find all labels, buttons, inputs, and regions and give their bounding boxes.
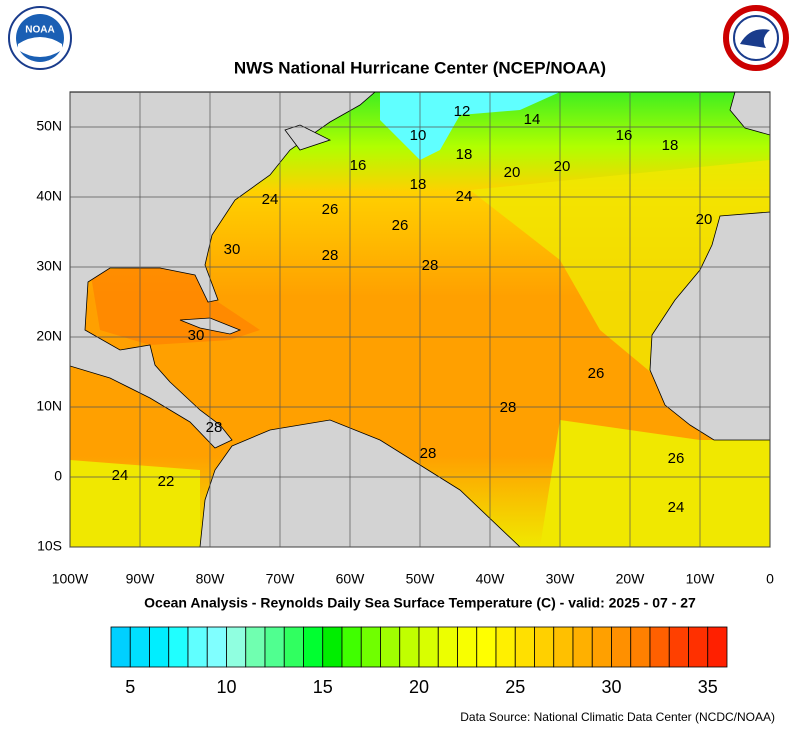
colorbar-box bbox=[264, 626, 285, 668]
logo-text: NOAA bbox=[25, 25, 54, 36]
colorbar-box bbox=[688, 626, 709, 668]
lat-tick-label: 0 bbox=[54, 468, 62, 484]
colorbar-box bbox=[399, 626, 420, 668]
colorbar-box bbox=[418, 626, 439, 668]
colorbar-box bbox=[283, 626, 304, 668]
colorbar-box bbox=[630, 626, 651, 668]
colorbar-box bbox=[129, 626, 150, 668]
colorbar-box bbox=[360, 626, 381, 668]
contour-label: 24 bbox=[456, 188, 473, 205]
lon-tick-label: 100W bbox=[52, 571, 89, 587]
contour-label: 20 bbox=[696, 211, 713, 228]
subtitle: Ocean Analysis - Reynolds Daily Sea Surf… bbox=[144, 595, 696, 611]
colorbar-box bbox=[495, 626, 516, 668]
contour-label: 24 bbox=[668, 499, 685, 516]
warm-water bbox=[70, 460, 200, 547]
contour-label: 16 bbox=[616, 127, 633, 144]
colorbar-tick-label: 25 bbox=[505, 677, 525, 697]
colorbar-box bbox=[226, 626, 247, 668]
lon-tick-label: 60W bbox=[336, 571, 366, 587]
contour-label: 28 bbox=[420, 445, 437, 462]
contour-label: 24 bbox=[112, 467, 129, 484]
lon-tick-label: 10W bbox=[686, 571, 716, 587]
contour-label: 20 bbox=[554, 158, 571, 175]
cold-water bbox=[380, 92, 560, 160]
contour-label: 26 bbox=[588, 365, 605, 382]
colorbar-box bbox=[707, 626, 728, 668]
colorbar-box bbox=[110, 626, 131, 668]
contour-label: 30 bbox=[224, 241, 241, 258]
contour-label: 28 bbox=[322, 247, 339, 264]
colorbar-box bbox=[245, 626, 266, 668]
warm-water bbox=[540, 420, 770, 547]
contour-label: 14 bbox=[524, 111, 541, 128]
source-note: Data Source: National Climatic Data Cent… bbox=[460, 710, 775, 724]
nws-logo bbox=[723, 5, 789, 71]
contour-label: 20 bbox=[504, 164, 521, 181]
colorbar-box bbox=[206, 626, 227, 668]
contour-label: 12 bbox=[454, 103, 471, 120]
colorbar-box bbox=[476, 626, 497, 668]
colorbar-tick-label: 30 bbox=[601, 677, 621, 697]
colorbar-tick-label: 35 bbox=[698, 677, 718, 697]
lon-tick-label: 50W bbox=[406, 571, 436, 587]
colorbar-box bbox=[534, 626, 555, 668]
contour-label: 26 bbox=[668, 450, 685, 467]
lon-tick-label: 70W bbox=[266, 571, 296, 587]
noaa-logo: NOAA bbox=[8, 6, 72, 70]
lat-tick-label: 20N bbox=[36, 328, 62, 344]
contour-label: 26 bbox=[392, 217, 409, 234]
colorbar-box bbox=[572, 626, 593, 668]
title: NWS National Hurricane Center (NCEP/NOAA… bbox=[234, 58, 606, 77]
colorbar-box bbox=[553, 626, 574, 668]
colorbar-box bbox=[437, 626, 458, 668]
contour-label: 16 bbox=[350, 157, 367, 174]
colorbar-box bbox=[149, 626, 170, 668]
lon-tick-label: 90W bbox=[126, 571, 156, 587]
lat-tick-label: 40N bbox=[36, 188, 62, 204]
colorbar-box bbox=[168, 626, 189, 668]
colorbar-tick-label: 15 bbox=[313, 677, 333, 697]
contour-label: 28 bbox=[500, 399, 517, 416]
contour-label: 30 bbox=[188, 327, 205, 344]
lon-tick-label: 20W bbox=[616, 571, 646, 587]
colorbar-box bbox=[591, 626, 612, 668]
contour-label: 18 bbox=[410, 176, 427, 193]
lon-tick-label: 80W bbox=[196, 571, 226, 587]
lat-tick-label: 10S bbox=[37, 538, 62, 554]
contour-label: 26 bbox=[322, 201, 339, 218]
colorbar-box bbox=[322, 626, 343, 668]
colorbar-box bbox=[187, 626, 208, 668]
lat-tick-label: 50N bbox=[36, 118, 62, 134]
colorbar-box bbox=[668, 626, 689, 668]
lat-tick-label: 30N bbox=[36, 258, 62, 274]
lon-tick-label: 0 bbox=[766, 571, 774, 587]
colorbar-box bbox=[611, 626, 632, 668]
colorbar-box bbox=[341, 626, 362, 668]
contour-label: 18 bbox=[662, 137, 679, 154]
contour-label: 22 bbox=[158, 473, 175, 490]
colorbar-box bbox=[649, 626, 670, 668]
colorbar-box bbox=[514, 626, 535, 668]
contour-label: 10 bbox=[410, 127, 427, 144]
contour-label: 28 bbox=[206, 419, 223, 436]
lon-tick-label: 30W bbox=[546, 571, 576, 587]
colorbar-tick-label: 10 bbox=[216, 677, 236, 697]
contour-label: 24 bbox=[262, 191, 279, 208]
lon-tick-label: 40W bbox=[476, 571, 506, 587]
colorbar-tick-label: 20 bbox=[409, 677, 429, 697]
contour-label: 28 bbox=[422, 257, 439, 274]
colorbar-tick-label: 5 bbox=[125, 677, 135, 697]
lat-tick-label: 10N bbox=[36, 398, 62, 414]
colorbar-box bbox=[380, 626, 401, 668]
contour-label: 18 bbox=[456, 146, 473, 163]
colorbar-box bbox=[303, 626, 324, 668]
colorbar-box bbox=[457, 626, 478, 668]
